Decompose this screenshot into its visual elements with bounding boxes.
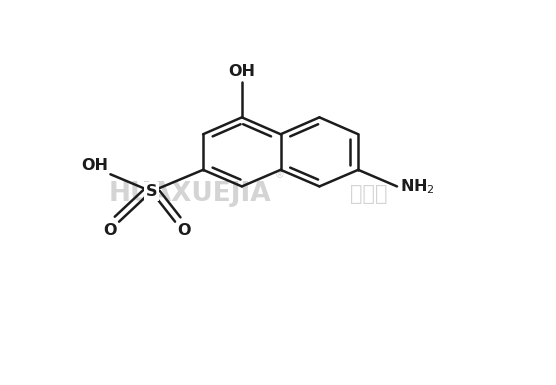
Text: S: S [146, 184, 157, 199]
Text: O: O [177, 223, 191, 238]
Text: ®: ® [275, 170, 285, 180]
Text: OH: OH [229, 64, 255, 79]
Text: OH: OH [81, 158, 108, 173]
Text: 化学加: 化学加 [350, 184, 388, 204]
Text: HUAXUEJIA: HUAXUEJIA [109, 181, 271, 208]
Text: NH$_2$: NH$_2$ [400, 177, 435, 196]
Text: O: O [103, 223, 117, 238]
